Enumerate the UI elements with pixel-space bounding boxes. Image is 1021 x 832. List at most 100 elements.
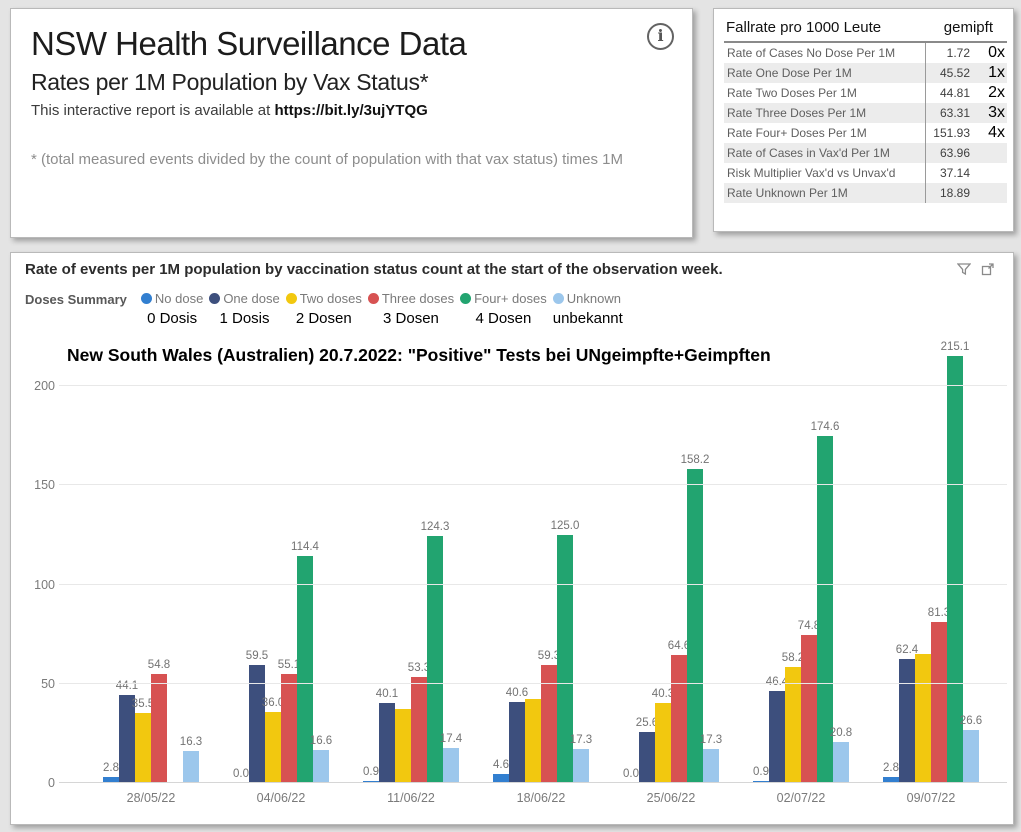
bar-slot: 20.8 <box>830 727 852 783</box>
bar[interactable] <box>785 667 801 783</box>
bar-value-label: 55.1 <box>277 658 301 671</box>
legend-dot-icon <box>367 293 379 304</box>
legend-item[interactable]: Three doses 3 Dosen <box>367 291 454 327</box>
bar[interactable] <box>557 534 573 783</box>
bar[interactable] <box>265 711 281 783</box>
expand-icon[interactable] <box>981 262 995 276</box>
bar-value-label: 59.5 <box>245 649 269 662</box>
bar[interactable] <box>119 695 135 783</box>
bar[interactable] <box>655 703 671 783</box>
bar-group: 0.9 40.1 53.3 124.3 17.4 <box>346 336 476 783</box>
bar-slot: 2.8 <box>883 762 899 783</box>
bar-groups: 2.8 44.1 35.5 54.8 16.3 0.0 59.5 36.0 55.1 114.4 1… <box>86 336 996 783</box>
bar-slot: 40.1 <box>376 688 398 783</box>
y-axis-tick: 150 <box>34 478 55 493</box>
bar[interactable] <box>947 356 963 783</box>
filter-icon[interactable] <box>957 262 971 276</box>
table-row[interactable]: Rate Four+ Doses Per 1M 151.93 4x <box>724 123 1007 143</box>
bar[interactable] <box>639 732 655 783</box>
bar-slot: 59.5 <box>246 650 268 783</box>
table-row-label: Rate Three Doses Per 1M <box>724 103 925 123</box>
rate-table-title: Fallrate pro 1000 Leute <box>726 19 882 36</box>
bar-slot: 53.3 <box>408 662 430 783</box>
bar-value-label: 35.5 <box>131 697 155 710</box>
bar[interactable] <box>703 748 719 783</box>
table-row-value: 63.96 <box>925 143 975 163</box>
table-row-label: Rate Unknown Per 1M <box>724 183 925 203</box>
bar-group: 4.6 40.6 59.3 125.0 17.3 <box>476 336 606 783</box>
bar[interactable] <box>183 750 199 783</box>
bar-value-label: 62.4 <box>895 644 919 657</box>
bar[interactable] <box>687 468 703 783</box>
bar[interactable] <box>525 698 541 783</box>
bar[interactable] <box>151 674 167 783</box>
legend-label: No dose <box>154 291 204 306</box>
table-row-value: 45.52 <box>925 63 975 83</box>
table-row[interactable]: Rate One Dose Per 1M 45.52 1x <box>724 63 1007 83</box>
info-icon[interactable]: i <box>647 23 674 50</box>
bar[interactable] <box>427 536 443 783</box>
table-row-value: 18.89 <box>925 183 975 203</box>
x-axis-label: 02/07/22 <box>776 791 826 805</box>
bar[interactable] <box>281 673 297 783</box>
bar-slot <box>915 653 931 783</box>
table-row-value: 63.31 <box>925 103 975 123</box>
bar[interactable] <box>915 653 931 783</box>
table-row-note: 4x <box>988 124 1005 141</box>
table-row[interactable]: Rate Unknown Per 1M 18.89 <box>724 183 1007 203</box>
bar[interactable] <box>801 634 817 783</box>
table-row[interactable]: Rate Three Doses Per 1M 63.31 3x <box>724 103 1007 123</box>
bar[interactable] <box>899 659 915 783</box>
bar[interactable] <box>313 750 329 783</box>
chart-title: Rate of events per 1M population by vacc… <box>25 261 723 278</box>
footnote: * (total measured events divided by the … <box>31 151 623 168</box>
legend-item[interactable]: Unknown unbekannt <box>552 291 623 327</box>
legend-label-german: 4 Dosen <box>475 310 532 327</box>
bar[interactable] <box>573 748 589 783</box>
bar[interactable] <box>671 654 687 783</box>
bar-slot: 16.3 <box>180 736 202 783</box>
legend-item[interactable]: No dose 0 Dosis <box>140 291 204 327</box>
bar-slot: 58.2 <box>782 652 804 783</box>
bar[interactable] <box>443 748 459 783</box>
table-row[interactable]: Rate of Cases in Vax'd Per 1M 63.96 <box>724 143 1007 163</box>
bar[interactable] <box>411 677 427 783</box>
bar-value-label: 0.0 <box>623 768 639 780</box>
bar-slot: 59.3 <box>538 650 560 783</box>
legend-item[interactable]: Two doses 2 Dosen <box>285 291 362 327</box>
bar-slot: 26.6 <box>960 715 982 783</box>
bar[interactable] <box>135 712 151 783</box>
bar-slot: 158.2 <box>681 454 709 783</box>
table-row-note <box>975 163 1007 183</box>
bar[interactable] <box>817 436 833 783</box>
bar[interactable] <box>541 665 557 783</box>
bar-value-label: 17.3 <box>699 733 723 746</box>
bar[interactable] <box>883 777 899 783</box>
rate-table-body: Rate of Cases No Dose Per 1M 1.72 0x Rat… <box>724 41 1007 203</box>
bar[interactable] <box>931 621 947 783</box>
legend-item[interactable]: Four+ doses 4 Dosen <box>460 291 547 327</box>
table-row[interactable]: Rate of Cases No Dose Per 1M 1.72 0x <box>724 43 1007 63</box>
bar[interactable] <box>379 703 395 783</box>
bar-value-label: 0.9 <box>363 766 379 779</box>
report-link[interactable]: https://bit.ly/3ujYTQG <box>274 102 428 119</box>
rate-table-card: Fallrate pro 1000 Leute gemipft Rate of … <box>713 8 1014 232</box>
bar-value-label: 74.8 <box>797 619 821 632</box>
bar-slot: 125.0 <box>551 520 579 783</box>
bar[interactable] <box>249 664 265 783</box>
bar-value-label: 46.4 <box>766 676 788 688</box>
bar[interactable] <box>493 773 509 783</box>
table-row-label: Rate of Cases in Vax'd Per 1M <box>724 143 925 163</box>
bar[interactable] <box>297 555 313 783</box>
bar[interactable] <box>395 708 411 783</box>
bar[interactable] <box>509 702 525 783</box>
table-row[interactable]: Rate Two Doses Per 1M 44.81 2x <box>724 83 1007 103</box>
bar-value-label: 54.8 <box>147 659 171 672</box>
legend-item[interactable]: One dose 1 Dosis <box>209 291 280 327</box>
bar-value-label: 40.6 <box>505 687 529 700</box>
bar[interactable] <box>769 690 785 783</box>
bar[interactable] <box>103 777 119 783</box>
bar[interactable] <box>963 730 979 783</box>
bar[interactable] <box>833 741 849 783</box>
table-row[interactable]: Risk Multiplier Vax'd vs Unvax'd 37.14 <box>724 163 1007 183</box>
